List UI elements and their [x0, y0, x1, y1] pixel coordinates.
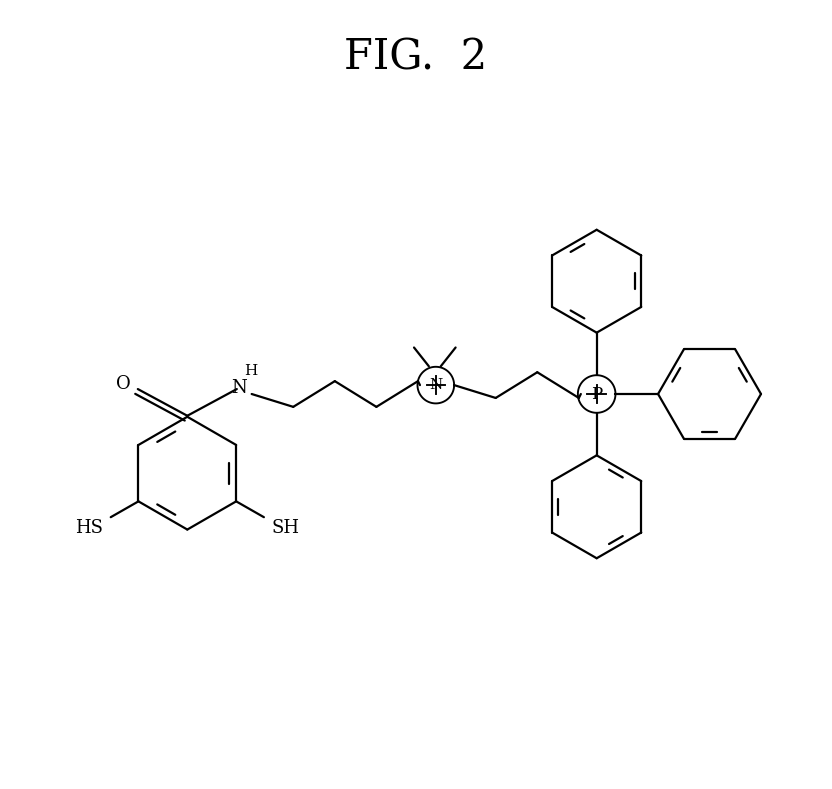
- Text: HS: HS: [75, 519, 103, 537]
- Text: FIG.  2: FIG. 2: [344, 36, 488, 79]
- Text: N: N: [429, 378, 443, 392]
- Text: P: P: [591, 386, 602, 402]
- Text: H: H: [244, 365, 257, 378]
- Text: N: N: [231, 379, 246, 397]
- Text: O: O: [116, 375, 131, 393]
- Text: SH: SH: [272, 519, 300, 537]
